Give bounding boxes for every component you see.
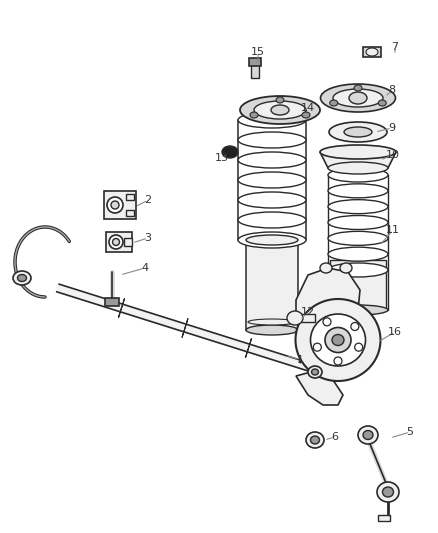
Bar <box>378 515 390 521</box>
Ellipse shape <box>111 201 119 209</box>
Ellipse shape <box>238 212 306 228</box>
Ellipse shape <box>238 232 306 248</box>
Ellipse shape <box>358 426 378 444</box>
Polygon shape <box>320 152 396 168</box>
Ellipse shape <box>238 172 306 188</box>
Ellipse shape <box>109 235 123 249</box>
Text: 2: 2 <box>145 195 152 205</box>
Ellipse shape <box>354 85 362 91</box>
Ellipse shape <box>238 112 306 128</box>
Ellipse shape <box>306 432 324 448</box>
Ellipse shape <box>328 247 388 261</box>
Text: 4: 4 <box>141 263 148 273</box>
Ellipse shape <box>238 132 306 148</box>
Ellipse shape <box>240 96 320 124</box>
Ellipse shape <box>323 318 331 326</box>
Ellipse shape <box>238 152 306 168</box>
Ellipse shape <box>328 215 388 230</box>
Ellipse shape <box>246 235 298 245</box>
Bar <box>249 58 261 66</box>
Text: 6: 6 <box>332 432 339 442</box>
Text: 3: 3 <box>145 233 152 243</box>
Ellipse shape <box>18 274 27 281</box>
Ellipse shape <box>349 92 367 104</box>
Ellipse shape <box>321 84 396 112</box>
Polygon shape <box>104 191 136 219</box>
Bar <box>295 314 315 322</box>
Polygon shape <box>296 370 343 405</box>
Ellipse shape <box>250 112 258 118</box>
Ellipse shape <box>238 192 306 208</box>
Ellipse shape <box>311 369 318 375</box>
Ellipse shape <box>222 146 238 158</box>
Ellipse shape <box>328 184 388 198</box>
Ellipse shape <box>311 436 319 444</box>
Ellipse shape <box>378 100 386 106</box>
Polygon shape <box>106 232 132 252</box>
Ellipse shape <box>363 431 373 440</box>
Text: 10: 10 <box>386 150 400 160</box>
Text: 14: 14 <box>301 103 315 113</box>
Ellipse shape <box>113 238 120 246</box>
Ellipse shape <box>328 231 388 245</box>
Ellipse shape <box>382 487 393 497</box>
Polygon shape <box>296 268 360 322</box>
Ellipse shape <box>330 100 338 106</box>
Ellipse shape <box>313 343 321 351</box>
Ellipse shape <box>334 357 342 365</box>
Bar <box>124 238 132 246</box>
Bar <box>330 260 386 310</box>
Ellipse shape <box>328 305 388 315</box>
Ellipse shape <box>328 263 388 277</box>
Ellipse shape <box>344 127 372 137</box>
Polygon shape <box>182 318 188 337</box>
Ellipse shape <box>320 145 396 159</box>
Bar <box>126 210 134 216</box>
Ellipse shape <box>328 162 388 174</box>
Ellipse shape <box>351 322 359 330</box>
Bar <box>363 47 381 57</box>
Bar <box>246 240 298 330</box>
Ellipse shape <box>248 319 296 325</box>
Ellipse shape <box>254 101 306 119</box>
Ellipse shape <box>329 122 387 142</box>
Polygon shape <box>119 298 124 318</box>
Ellipse shape <box>340 263 352 273</box>
Ellipse shape <box>366 48 378 56</box>
Ellipse shape <box>107 197 123 213</box>
Ellipse shape <box>276 97 284 103</box>
Bar <box>251 62 259 78</box>
Text: 1: 1 <box>297 355 304 365</box>
Ellipse shape <box>355 343 363 351</box>
Ellipse shape <box>311 314 365 366</box>
Ellipse shape <box>328 168 388 182</box>
Ellipse shape <box>320 263 332 273</box>
Text: 7: 7 <box>392 42 399 52</box>
Ellipse shape <box>328 200 388 214</box>
Text: 16: 16 <box>388 327 402 337</box>
Bar <box>126 194 134 200</box>
Ellipse shape <box>271 105 289 115</box>
Text: 12: 12 <box>301 307 315 317</box>
Text: 13: 13 <box>215 153 229 163</box>
Ellipse shape <box>308 366 322 378</box>
Bar <box>105 298 119 306</box>
Ellipse shape <box>13 271 31 285</box>
Text: 8: 8 <box>389 85 396 95</box>
Polygon shape <box>245 338 251 358</box>
Text: 9: 9 <box>389 123 396 133</box>
Ellipse shape <box>325 327 351 352</box>
Text: 5: 5 <box>406 427 413 437</box>
Ellipse shape <box>333 89 383 107</box>
Ellipse shape <box>287 311 303 325</box>
Ellipse shape <box>332 335 344 345</box>
Text: 15: 15 <box>251 47 265 57</box>
Text: 11: 11 <box>386 225 400 235</box>
Ellipse shape <box>377 482 399 502</box>
Ellipse shape <box>296 299 381 381</box>
Ellipse shape <box>302 112 310 118</box>
Ellipse shape <box>246 325 298 335</box>
